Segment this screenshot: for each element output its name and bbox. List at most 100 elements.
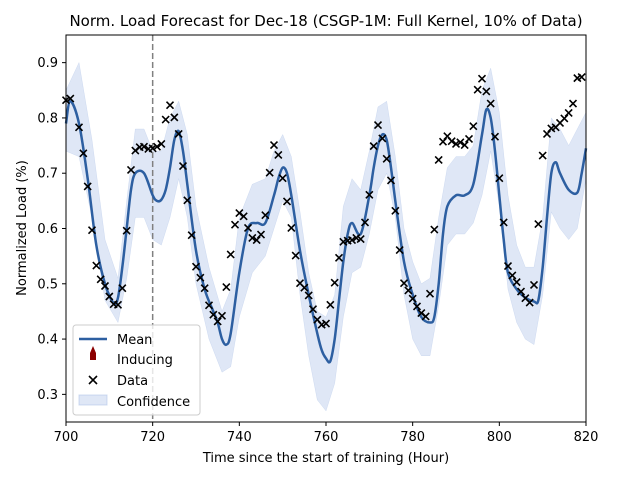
data-point [486, 99, 495, 108]
data-point [386, 176, 396, 185]
data-point [529, 280, 539, 289]
x-tick-label: 740 [227, 430, 252, 445]
legend-inducing-swatch [90, 346, 96, 360]
data-point [434, 155, 443, 165]
x-tick-label: 800 [487, 430, 512, 445]
data-point [291, 251, 300, 260]
data-point [347, 236, 357, 245]
x-tick-label: 700 [54, 430, 79, 445]
data-point [534, 220, 543, 229]
data-point [508, 271, 517, 280]
data-point [100, 281, 110, 291]
legend-mean-label: Mean [117, 333, 152, 348]
data-point [447, 137, 456, 146]
data-point [382, 154, 391, 163]
data-point [122, 226, 131, 235]
data-point [516, 287, 526, 296]
data-point [79, 149, 88, 158]
data-point [421, 312, 430, 321]
legend-confidence-swatch [78, 394, 108, 406]
data-point [204, 301, 214, 310]
data-point [83, 182, 92, 191]
data-point [451, 139, 461, 148]
data-point [278, 174, 287, 183]
data-point [213, 317, 222, 326]
data-point [503, 262, 513, 271]
data-point [269, 140, 279, 150]
data-point [256, 230, 266, 239]
data-point [126, 165, 136, 174]
data-point [577, 72, 586, 82]
data-point [495, 174, 504, 183]
y-tick-label: 0.4 [37, 333, 58, 348]
legend-confidence-label: Confidence [117, 395, 190, 410]
data-point [217, 311, 227, 320]
data-point [308, 305, 318, 314]
data-point [356, 234, 365, 244]
y-tick-label: 0.8 [37, 111, 58, 126]
data-point [473, 85, 482, 94]
data-point [425, 289, 435, 298]
data-point [469, 122, 478, 131]
data-point [191, 262, 201, 271]
data-point [499, 218, 508, 227]
data-points [61, 72, 586, 329]
mean-line [64, 100, 588, 364]
data-point [243, 223, 253, 233]
data-point [564, 108, 573, 118]
data-point [74, 123, 84, 132]
data-point [92, 261, 101, 270]
x-axis-title: Time since the start of training (Hour) [202, 451, 449, 466]
data-point [330, 278, 339, 287]
data-point [300, 283, 309, 292]
data-point [282, 197, 292, 206]
data-point [161, 115, 170, 124]
data-point [321, 319, 331, 328]
data-point [200, 284, 209, 293]
data-point [170, 113, 179, 122]
x-tick-label: 720 [140, 430, 165, 445]
data-point [334, 253, 344, 262]
data-point [139, 142, 149, 151]
data-point [239, 212, 248, 221]
data-point [399, 279, 409, 288]
data-point [157, 139, 166, 148]
data-point [187, 231, 196, 240]
x-axis: 700 720 740 760 780 800 820 [54, 422, 598, 445]
data-point [265, 168, 274, 177]
y-tick-label: 0.5 [37, 277, 58, 292]
data-point [373, 121, 383, 130]
data-point [512, 278, 521, 287]
data-point [369, 142, 378, 151]
data-point [438, 137, 448, 146]
data-point [464, 134, 474, 144]
data-point [66, 94, 75, 103]
data-point [222, 283, 231, 292]
data-point [456, 138, 465, 147]
data-point [490, 132, 500, 141]
data-point [460, 140, 469, 150]
data-point [287, 223, 296, 233]
data-point [113, 300, 123, 309]
data-point [96, 275, 105, 284]
data-point [209, 310, 218, 319]
data-point [178, 161, 188, 171]
y-axis-title: Normalized Load (%) [15, 160, 30, 296]
y-axis: 0.3 0.4 0.5 0.6 0.7 0.8 0.9 [37, 56, 66, 403]
data-point [165, 101, 175, 110]
y-tick-label: 0.9 [37, 56, 58, 71]
y-tick-label: 0.7 [37, 167, 58, 182]
data-point [360, 218, 370, 227]
chart-title: Norm. Load Forecast for Dec-18 (CSGP-1M:… [69, 12, 582, 30]
legend-data-label: Data [117, 374, 148, 389]
data-point [568, 99, 578, 108]
x-tick-label: 780 [400, 430, 425, 445]
data-point [226, 250, 235, 259]
data-point [304, 291, 313, 300]
legend-box [72, 324, 201, 416]
data-point [87, 226, 97, 235]
x-tick-label: 760 [314, 430, 339, 445]
data-point [542, 129, 552, 139]
data-point [252, 236, 261, 245]
data-point [105, 292, 114, 301]
